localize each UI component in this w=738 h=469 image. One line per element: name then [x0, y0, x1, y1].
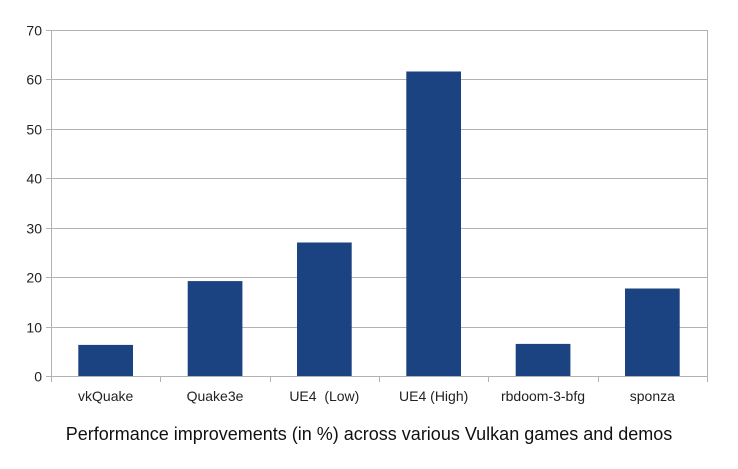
y-tick-label: 70	[26, 23, 42, 39]
gridlines	[51, 30, 707, 328]
x-tick-label: sponza	[630, 388, 675, 404]
bar-4	[515, 343, 571, 376]
y-tick-label: 40	[26, 171, 42, 187]
y-tick-label: 10	[26, 320, 42, 336]
bar-2	[297, 242, 352, 376]
x-tick-label: UE4 (Low)	[289, 388, 359, 404]
bar-5	[625, 288, 680, 376]
y-tick-label: 20	[26, 270, 42, 286]
x-tick-label: Quake3e	[187, 388, 244, 404]
x-tick-label: vkQuake	[78, 388, 133, 404]
y-tick-label: 50	[26, 122, 42, 138]
bar-3	[406, 71, 461, 376]
tick-labels: 0 10 20 30 40 50 60 70 vkQuake Quake3e UE4 (Low) UE…	[26, 23, 675, 405]
y-tick-label: 30	[26, 221, 42, 237]
x-tick-label: rbdoom-3-bfg	[501, 388, 585, 404]
y-tick-label: 60	[26, 72, 42, 88]
chart-canvas: 0 10 20 30 40 50 60 70 vkQuake Quake3e UE4 (Low) UE…	[26, 23, 708, 405]
chart-caption: Performance improvements (in %) across v…	[65, 424, 673, 444]
bar-1	[187, 281, 243, 376]
bar-0	[78, 344, 133, 376]
y-tick-label: 0	[34, 369, 42, 385]
axes	[46, 30, 708, 382]
bars	[78, 71, 680, 376]
x-tick-label: UE4 (High)	[399, 388, 468, 404]
